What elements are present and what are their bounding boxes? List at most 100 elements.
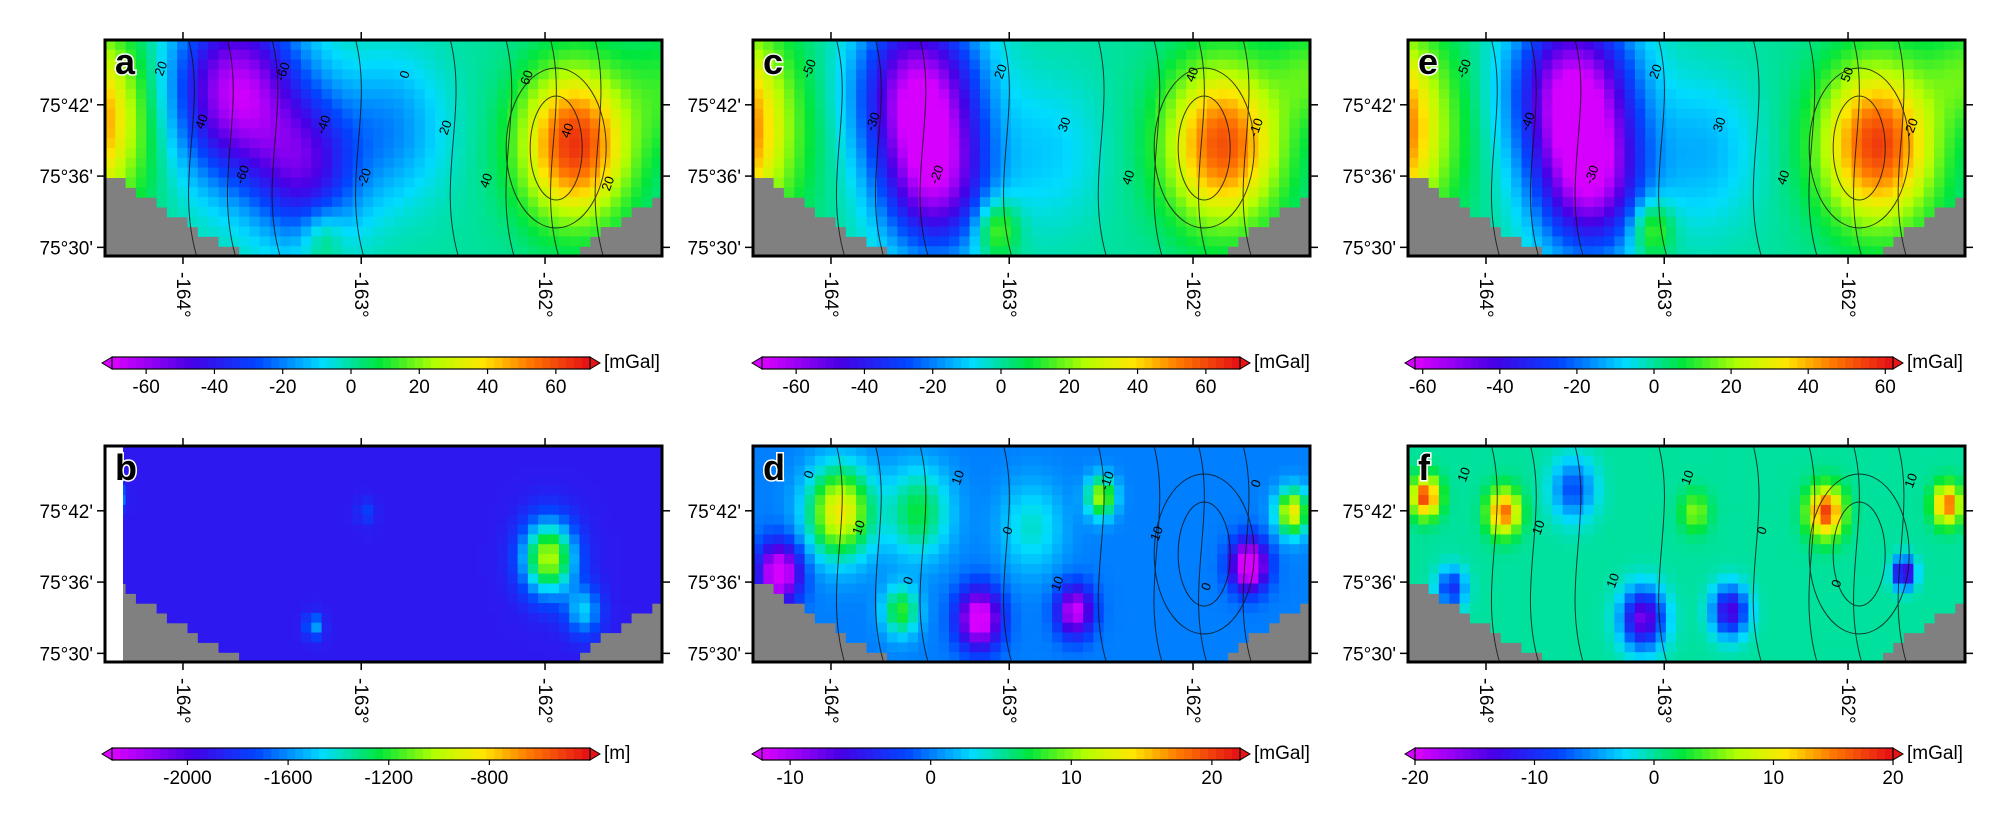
field-cell	[1438, 89, 1450, 100]
field-cell	[290, 157, 302, 169]
field-cell	[476, 593, 488, 604]
field-cell	[1469, 40, 1481, 51]
field-cell	[393, 485, 405, 496]
field-cell	[197, 128, 209, 139]
contour-label: 60	[517, 68, 536, 87]
field-cell	[383, 40, 395, 51]
field-cell	[497, 446, 508, 457]
field-cell	[476, 236, 488, 247]
colorbar-segment	[127, 748, 137, 760]
field-cell	[1279, 544, 1290, 555]
field-cell	[1279, 446, 1290, 457]
field-cell	[804, 69, 816, 80]
field-cell	[907, 108, 919, 120]
field-cell	[517, 544, 529, 555]
field-cell	[146, 69, 158, 80]
field-cell	[938, 89, 950, 100]
field-cell	[610, 79, 622, 90]
field-cell	[1072, 236, 1084, 247]
field-cell	[1052, 603, 1063, 614]
field-cell	[1248, 465, 1259, 476]
field-cell	[1114, 98, 1125, 110]
field-cell	[600, 49, 611, 61]
field-cell	[259, 524, 271, 535]
field-cell	[907, 177, 919, 188]
field-cell	[1072, 108, 1084, 120]
field-cell	[383, 206, 395, 218]
field-cell	[938, 504, 950, 516]
field-cell	[866, 197, 878, 208]
field-cell	[373, 108, 385, 120]
panel-e: -50-40-3020304050-20e75°42'75°36'75°30'-…	[1343, 32, 1973, 318]
field-cell	[1469, 148, 1481, 159]
field-cell	[197, 514, 209, 526]
field-cell	[280, 544, 292, 555]
field-cell	[959, 554, 971, 565]
field-cell	[321, 563, 333, 575]
field-cell	[845, 89, 857, 100]
field-cell	[928, 642, 940, 653]
field-cell	[1052, 612, 1063, 624]
field-cell	[187, 544, 199, 555]
field-cell	[949, 246, 960, 257]
field-cell	[579, 118, 591, 129]
field-cell	[383, 246, 395, 257]
field-cell	[835, 612, 847, 624]
field-cell	[620, 495, 632, 506]
field-cell	[814, 485, 826, 496]
field-cell	[1083, 495, 1094, 506]
field-cell	[794, 514, 806, 526]
field-cell	[1196, 40, 1208, 51]
field-cell	[311, 157, 323, 169]
colorbar-unit: [mGal]	[604, 352, 660, 373]
field-cell	[301, 504, 312, 516]
field-cell	[589, 40, 601, 51]
field-cell	[311, 573, 323, 584]
field-cell	[1268, 485, 1280, 496]
field-cell	[1114, 118, 1125, 129]
contour-line	[1177, 501, 1231, 607]
field-cell	[1459, 59, 1471, 70]
field-cell	[259, 108, 271, 120]
field-cell	[1186, 446, 1198, 457]
field-cell	[763, 79, 775, 90]
field-cell	[1155, 593, 1167, 604]
colorbar-segment	[550, 357, 559, 369]
field-cell	[979, 544, 991, 555]
field-cell	[259, 69, 271, 80]
contour-line	[188, 39, 198, 257]
field-cell	[938, 226, 950, 237]
field-cell	[331, 583, 343, 594]
field-cell	[517, 524, 529, 535]
field-cell	[794, 148, 806, 159]
field-cell	[907, 554, 919, 565]
field-cell	[228, 167, 240, 178]
field-cell	[600, 98, 611, 110]
field-cell	[1010, 177, 1022, 188]
field-cell	[311, 69, 323, 80]
field-cell	[1418, 89, 1430, 100]
field-cell	[331, 167, 343, 178]
field-cell	[1438, 167, 1450, 178]
field-cell	[466, 98, 477, 110]
field-cell	[979, 455, 991, 467]
field-cell	[249, 652, 261, 663]
field-cell	[569, 524, 581, 535]
field-cell	[1031, 89, 1043, 100]
field-cell	[166, 206, 178, 218]
field-cell	[938, 554, 950, 565]
field-cell	[404, 554, 415, 565]
field-cell	[1175, 485, 1187, 496]
field-cell	[753, 534, 764, 545]
field-cell	[197, 622, 209, 634]
field-cell	[476, 652, 488, 663]
field-cell	[783, 40, 795, 51]
field-cell	[177, 177, 189, 188]
field-cell	[1408, 118, 1419, 129]
field-cell	[1010, 554, 1022, 565]
field-cell	[631, 475, 642, 486]
colorbar-segment	[857, 748, 867, 760]
field-cell	[527, 98, 539, 110]
field-cell	[1175, 177, 1187, 188]
field-cell	[373, 98, 385, 110]
